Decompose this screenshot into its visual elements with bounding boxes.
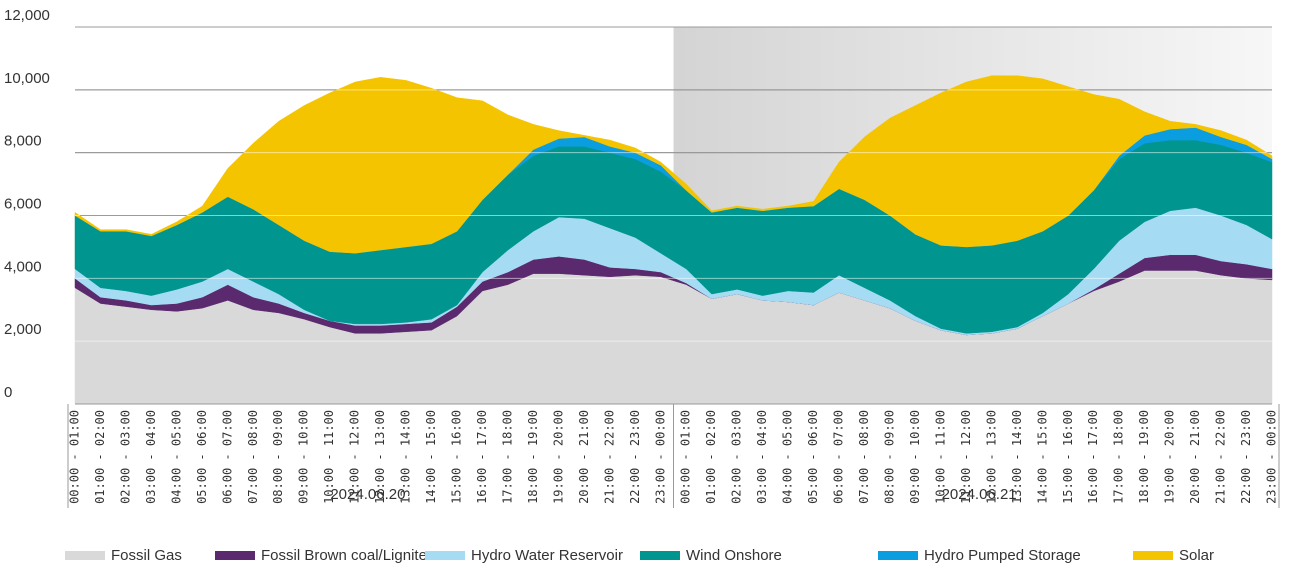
- x-tick-label: 18:00 - 19:00: [526, 410, 540, 504]
- x-tick-label: 20:00 - 21:00: [577, 410, 591, 504]
- x-tick-label: 10:00 - 11:00: [933, 410, 947, 504]
- x-tick-label: 04:00 - 05:00: [169, 410, 183, 504]
- x-tick-label: 08:00 - 09:00: [271, 410, 285, 504]
- legend-swatch: [1133, 551, 1173, 560]
- x-tick-label: 00:00 - 01:00: [68, 410, 82, 504]
- x-tick-label: 02:00 - 03:00: [118, 410, 132, 504]
- x-tick-label: 11:00 - 12:00: [959, 410, 973, 504]
- x-tick-label: 14:00 - 15:00: [424, 410, 438, 504]
- x-tick-label: 06:00 - 07:00: [220, 410, 234, 504]
- x-tick-label: 07:00 - 08:00: [246, 410, 260, 504]
- x-tick-label: 11:00 - 12:00: [348, 410, 362, 504]
- x-tick-label: 16:00 - 17:00: [475, 410, 489, 504]
- x-tick-label: 06:00 - 07:00: [832, 410, 846, 504]
- x-tick-label: 07:00 - 08:00: [857, 410, 871, 504]
- y-tick-label: 10,000: [4, 70, 50, 87]
- x-tick-label: 10:00 - 11:00: [322, 410, 336, 504]
- legend-label: Hydro Pumped Storage: [924, 547, 1081, 564]
- x-tick-label: 15:00 - 16:00: [1061, 410, 1075, 504]
- y-tick-label: 6,000: [4, 195, 42, 212]
- legend-swatch: [425, 551, 465, 560]
- x-tick-label: 19:00 - 20:00: [551, 410, 565, 504]
- legend-label: Fossil Gas: [111, 547, 182, 564]
- y-tick-label: 0: [4, 384, 12, 401]
- y-tick-label: 2,000: [4, 321, 42, 338]
- legend-swatch: [215, 551, 255, 560]
- group-label: 2024.06.20: [330, 486, 405, 503]
- x-tick-label: 19:00 - 20:00: [1163, 410, 1177, 504]
- legend-swatch: [878, 551, 918, 560]
- x-tick-label: 15:00 - 16:00: [450, 410, 464, 504]
- x-tick-label: 21:00 - 22:00: [1214, 410, 1228, 504]
- x-tick-label: 17:00 - 18:00: [500, 410, 514, 504]
- x-tick-label: 04:00 - 05:00: [781, 410, 795, 504]
- x-tick-label: 17:00 - 18:00: [1112, 410, 1126, 504]
- x-tick-label: 01:00 - 02:00: [93, 410, 107, 504]
- x-tick-label: 18:00 - 19:00: [1137, 410, 1151, 504]
- x-tick-label: 12:00 - 13:00: [984, 410, 998, 504]
- x-tick-label: 13:00 - 14:00: [399, 410, 413, 504]
- x-tick-label: 23:00 - 00:00: [653, 410, 667, 504]
- legend-swatch: [640, 551, 680, 560]
- x-tick-label: 22:00 - 23:00: [1239, 410, 1253, 504]
- group-label: 2024.06.21: [942, 486, 1017, 503]
- legend-label: Hydro Water Reservoir: [471, 547, 623, 564]
- y-tick-label: 12,000: [4, 7, 50, 24]
- x-tick-label: 09:00 - 10:00: [908, 410, 922, 504]
- x-tick-label: 21:00 - 22:00: [602, 410, 616, 504]
- x-tick-label: 05:00 - 06:00: [806, 410, 820, 504]
- x-tick-label: 00:00 - 01:00: [679, 410, 693, 504]
- legend-label: Fossil Brown coal/Lignite: [261, 547, 427, 564]
- x-tick-label: 03:00 - 04:00: [144, 410, 158, 504]
- x-tick-label: 09:00 - 10:00: [297, 410, 311, 504]
- legend-swatch: [65, 551, 105, 560]
- x-tick-label: 16:00 - 17:00: [1086, 410, 1100, 504]
- area: [74, 75, 1273, 254]
- x-tick-label: 12:00 - 13:00: [373, 410, 387, 504]
- x-tick-label: 01:00 - 02:00: [704, 410, 718, 504]
- x-tick-label: 08:00 - 09:00: [882, 410, 896, 504]
- x-tick-label: 05:00 - 06:00: [195, 410, 209, 504]
- x-tick-label: 14:00 - 15:00: [1035, 410, 1049, 504]
- x-tick-label: 23:00 - 00:00: [1265, 410, 1279, 504]
- y-tick-label: 4,000: [4, 258, 42, 275]
- x-tick-label: 03:00 - 04:00: [755, 410, 769, 504]
- x-tick-label: 13:00 - 14:00: [1010, 410, 1024, 504]
- x-tick-label: 20:00 - 21:00: [1188, 410, 1202, 504]
- legend-label: Wind Onshore: [686, 547, 782, 564]
- x-tick-label: 22:00 - 23:00: [628, 410, 642, 504]
- legend-label: Solar: [1179, 547, 1214, 564]
- y-tick-label: 8,000: [4, 133, 42, 150]
- x-tick-label: 02:00 - 03:00: [730, 410, 744, 504]
